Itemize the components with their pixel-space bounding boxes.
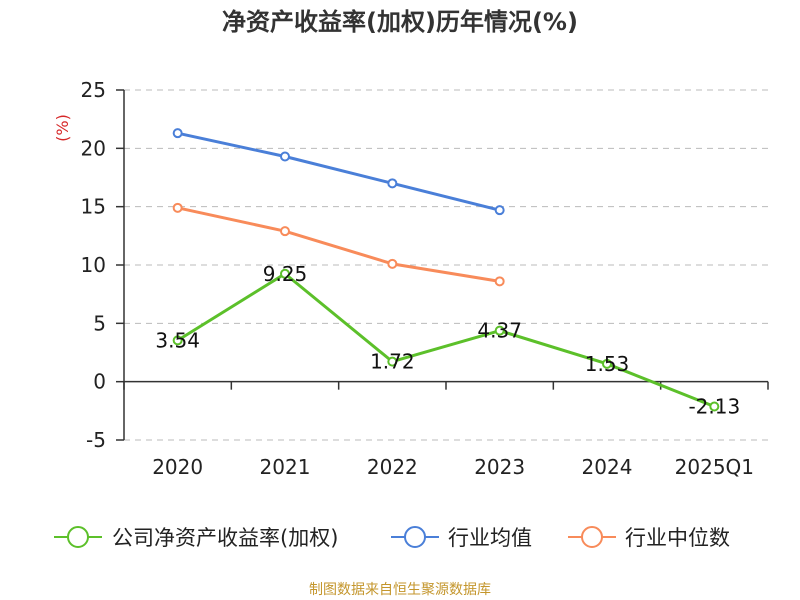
legend-label: 行业均值: [448, 526, 532, 550]
y-tick-label: 15: [81, 195, 106, 219]
y-tick-labels: 25 20 15 10 5 0 -5: [81, 78, 106, 452]
data-point: [280, 268, 290, 279]
x-tick-label: 2022: [367, 455, 418, 479]
data-point: [387, 356, 398, 367]
grid-lines: [124, 89, 768, 441]
data-label: 1.72: [370, 350, 415, 374]
legend-label: 公司净资产收益率(加权): [112, 526, 338, 550]
x-tick-label: 2023: [474, 455, 525, 479]
data-point: [172, 335, 183, 346]
y-tick-label: 25: [81, 78, 106, 102]
source-note: 制图数据来自恒生聚源数据库: [309, 582, 491, 598]
axes: [116, 89, 769, 441]
data-point: [494, 205, 505, 216]
data-point: [387, 258, 398, 269]
legend-swatch-marker: [67, 526, 89, 548]
y-tick-label: 5: [93, 311, 106, 335]
legend: 公司净资产收益率(加权) 行业均值 行业中位数: [54, 526, 730, 550]
y-tick-label: 10: [81, 253, 106, 277]
data-labels: 3.54 9.25 1.72 4.37 1.53 -2.13: [155, 262, 740, 419]
data-label: 3.54: [155, 328, 200, 352]
data-point: [494, 325, 505, 336]
series-line: [177, 206, 500, 283]
data-point: [709, 401, 720, 412]
x-tick-label: 2020: [152, 455, 203, 479]
legend-label: 行业中位数: [625, 526, 730, 550]
data-label: 4.37: [477, 319, 522, 343]
y-tick-label: 20: [81, 136, 106, 160]
series-group: [172, 128, 720, 412]
y-axis-label: (%): [53, 114, 72, 142]
series-line: [176, 272, 715, 408]
y-tick-label: -5: [86, 428, 106, 452]
data-point: [280, 151, 290, 162]
x-tick-label: 2025Q1: [675, 455, 754, 479]
legend-swatch-marker: [404, 526, 426, 548]
series-line: [177, 131, 501, 212]
x-tick-label: 2021: [260, 455, 311, 479]
x-tick-label: 2024: [582, 455, 633, 479]
chart-title: 净资产收益率(加权)历年情况(%): [222, 8, 578, 36]
data-point: [387, 178, 398, 189]
data-point: [172, 128, 183, 139]
data-label: 9.25: [263, 262, 308, 286]
data-point: [602, 358, 612, 369]
data-point: [280, 226, 290, 237]
x-tick-labels: 2020 2021 2022 2023 2024 2025Q1: [152, 455, 754, 479]
legend-swatch-marker: [581, 526, 603, 548]
data-label: 1.53: [585, 352, 630, 376]
data-label: -2.13: [688, 395, 740, 419]
y-tick-label: 0: [93, 370, 106, 394]
data-point: [494, 276, 505, 287]
data-point: [172, 202, 183, 213]
